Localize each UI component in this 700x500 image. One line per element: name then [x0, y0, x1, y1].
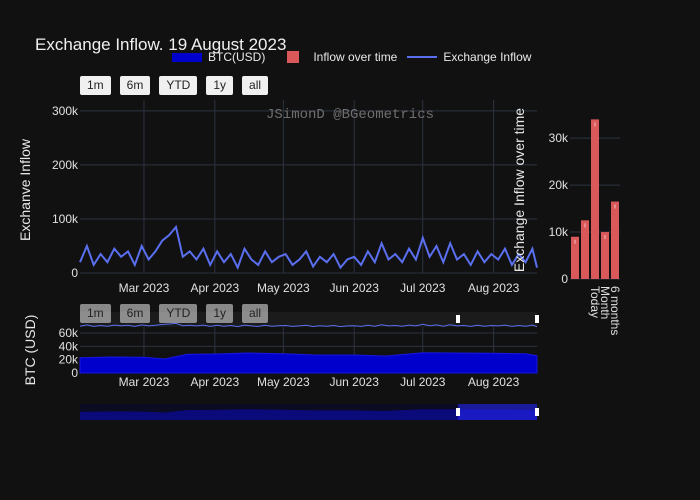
inflow-bar	[571, 236, 579, 279]
chart-title: Exchange Inflow. 19 August 2023	[35, 35, 287, 54]
bar-y-tick-label: 0	[561, 272, 568, 286]
inflow-bar	[591, 119, 599, 279]
range-button-all-btc[interactable]: all	[242, 304, 269, 323]
btc-overview-handle-left	[456, 315, 460, 323]
legend-label-btc: BTC(USD)	[208, 50, 266, 64]
bar-y-tick-label: 30k	[549, 131, 569, 145]
range-slider-area	[80, 409, 537, 420]
legend-item-line[interactable]: Exchange Inflow	[407, 50, 531, 64]
btc-price-area	[79, 352, 538, 374]
legend-label-bar: Inflow over time	[313, 50, 398, 64]
range-button-1m-btc[interactable]: 1m	[80, 304, 111, 323]
range-selector-top: 1m 6m YTD 1y all	[80, 76, 277, 95]
main-x-tick-label: Apr 2023	[190, 281, 239, 295]
range-button-6m[interactable]: 6m	[119, 76, 151, 95]
btc-overview-handle-right	[535, 315, 539, 323]
btc-overview-line	[79, 322, 538, 328]
main-y-tick-label: 100k	[52, 212, 79, 226]
range-selector-bottom: 1m 6m YTD 1y all	[80, 304, 277, 323]
main-y-tick-label: 300k	[52, 104, 79, 118]
main-x-tick-label: Aug 2023	[468, 281, 520, 295]
btc-x-tick-label: Apr 2023	[190, 375, 239, 389]
legend: BTC(USD) Inflow over time Exchange Inflo…	[172, 50, 541, 64]
btc-x-tick-label: Mar 2023	[119, 375, 170, 389]
btc-x-tick-label: Jun 2023	[330, 375, 380, 389]
btc-x-tick-label: Jul 2023	[400, 375, 446, 389]
inflow-bar	[581, 220, 589, 279]
bar-y-tick-label: 20k	[549, 178, 569, 192]
bar-y-axis-label: Exchange Inflow over time	[511, 108, 527, 272]
main-y-axis-label: Exchanve Inflow	[17, 138, 33, 241]
bar-y-tick-label: 10k	[549, 225, 569, 239]
legend-swatch-bar	[287, 51, 300, 63]
btc-y-tick-label: 40k	[59, 339, 79, 353]
range-slider-handle-left	[456, 408, 460, 416]
main-x-tick-label: Mar 2023	[119, 281, 170, 295]
btc-y-axis-label: BTC (USD)	[22, 315, 38, 386]
btc-y-tick-label: 20k	[59, 353, 79, 367]
inflow-bar	[601, 232, 609, 279]
exchange-inflow-line	[79, 224, 538, 271]
range-button-all[interactable]: all	[242, 76, 269, 95]
legend-swatch-btc	[172, 52, 202, 62]
range-button-ytd[interactable]: YTD	[159, 76, 198, 95]
legend-item-btc[interactable]: BTC(USD)	[172, 50, 265, 64]
btc-x-tick-label: May 2023	[257, 375, 310, 389]
range-button-1y-btc[interactable]: 1y	[206, 304, 234, 323]
legend-item-bar[interactable]: Inflow over time	[275, 50, 397, 64]
main-x-tick-label: Jul 2023	[400, 281, 446, 295]
btc-y-tick-label: 0	[71, 366, 78, 380]
btc-y-tick-label: 60k	[59, 326, 79, 340]
btc-x-tick-label: Aug 2023	[468, 375, 520, 389]
legend-swatch-line	[407, 56, 438, 58]
range-slider-handle-right	[535, 408, 539, 416]
range-slider-selection	[458, 404, 537, 420]
bar-category-label: 6 months	[608, 286, 622, 335]
main-x-tick-label: Jun 2023	[330, 281, 380, 295]
range-button-ytd-btc[interactable]: YTD	[159, 304, 198, 323]
bar-category-label: Month	[598, 286, 612, 319]
watermark: JSimonD @BGeometrics	[266, 107, 434, 123]
main-y-tick-label: 0	[71, 266, 78, 280]
main-y-tick-label: 200k	[52, 158, 79, 172]
inflow-bar	[611, 201, 619, 279]
range-button-1y[interactable]: 1y	[206, 76, 234, 95]
legend-label-line: Exchange Inflow	[443, 50, 532, 64]
main-x-tick-label: May 2023	[257, 281, 310, 295]
range-button-1m[interactable]: 1m	[80, 76, 111, 95]
bar-category-label: Today	[588, 286, 602, 318]
range-button-6m-btc[interactable]: 6m	[119, 304, 151, 323]
